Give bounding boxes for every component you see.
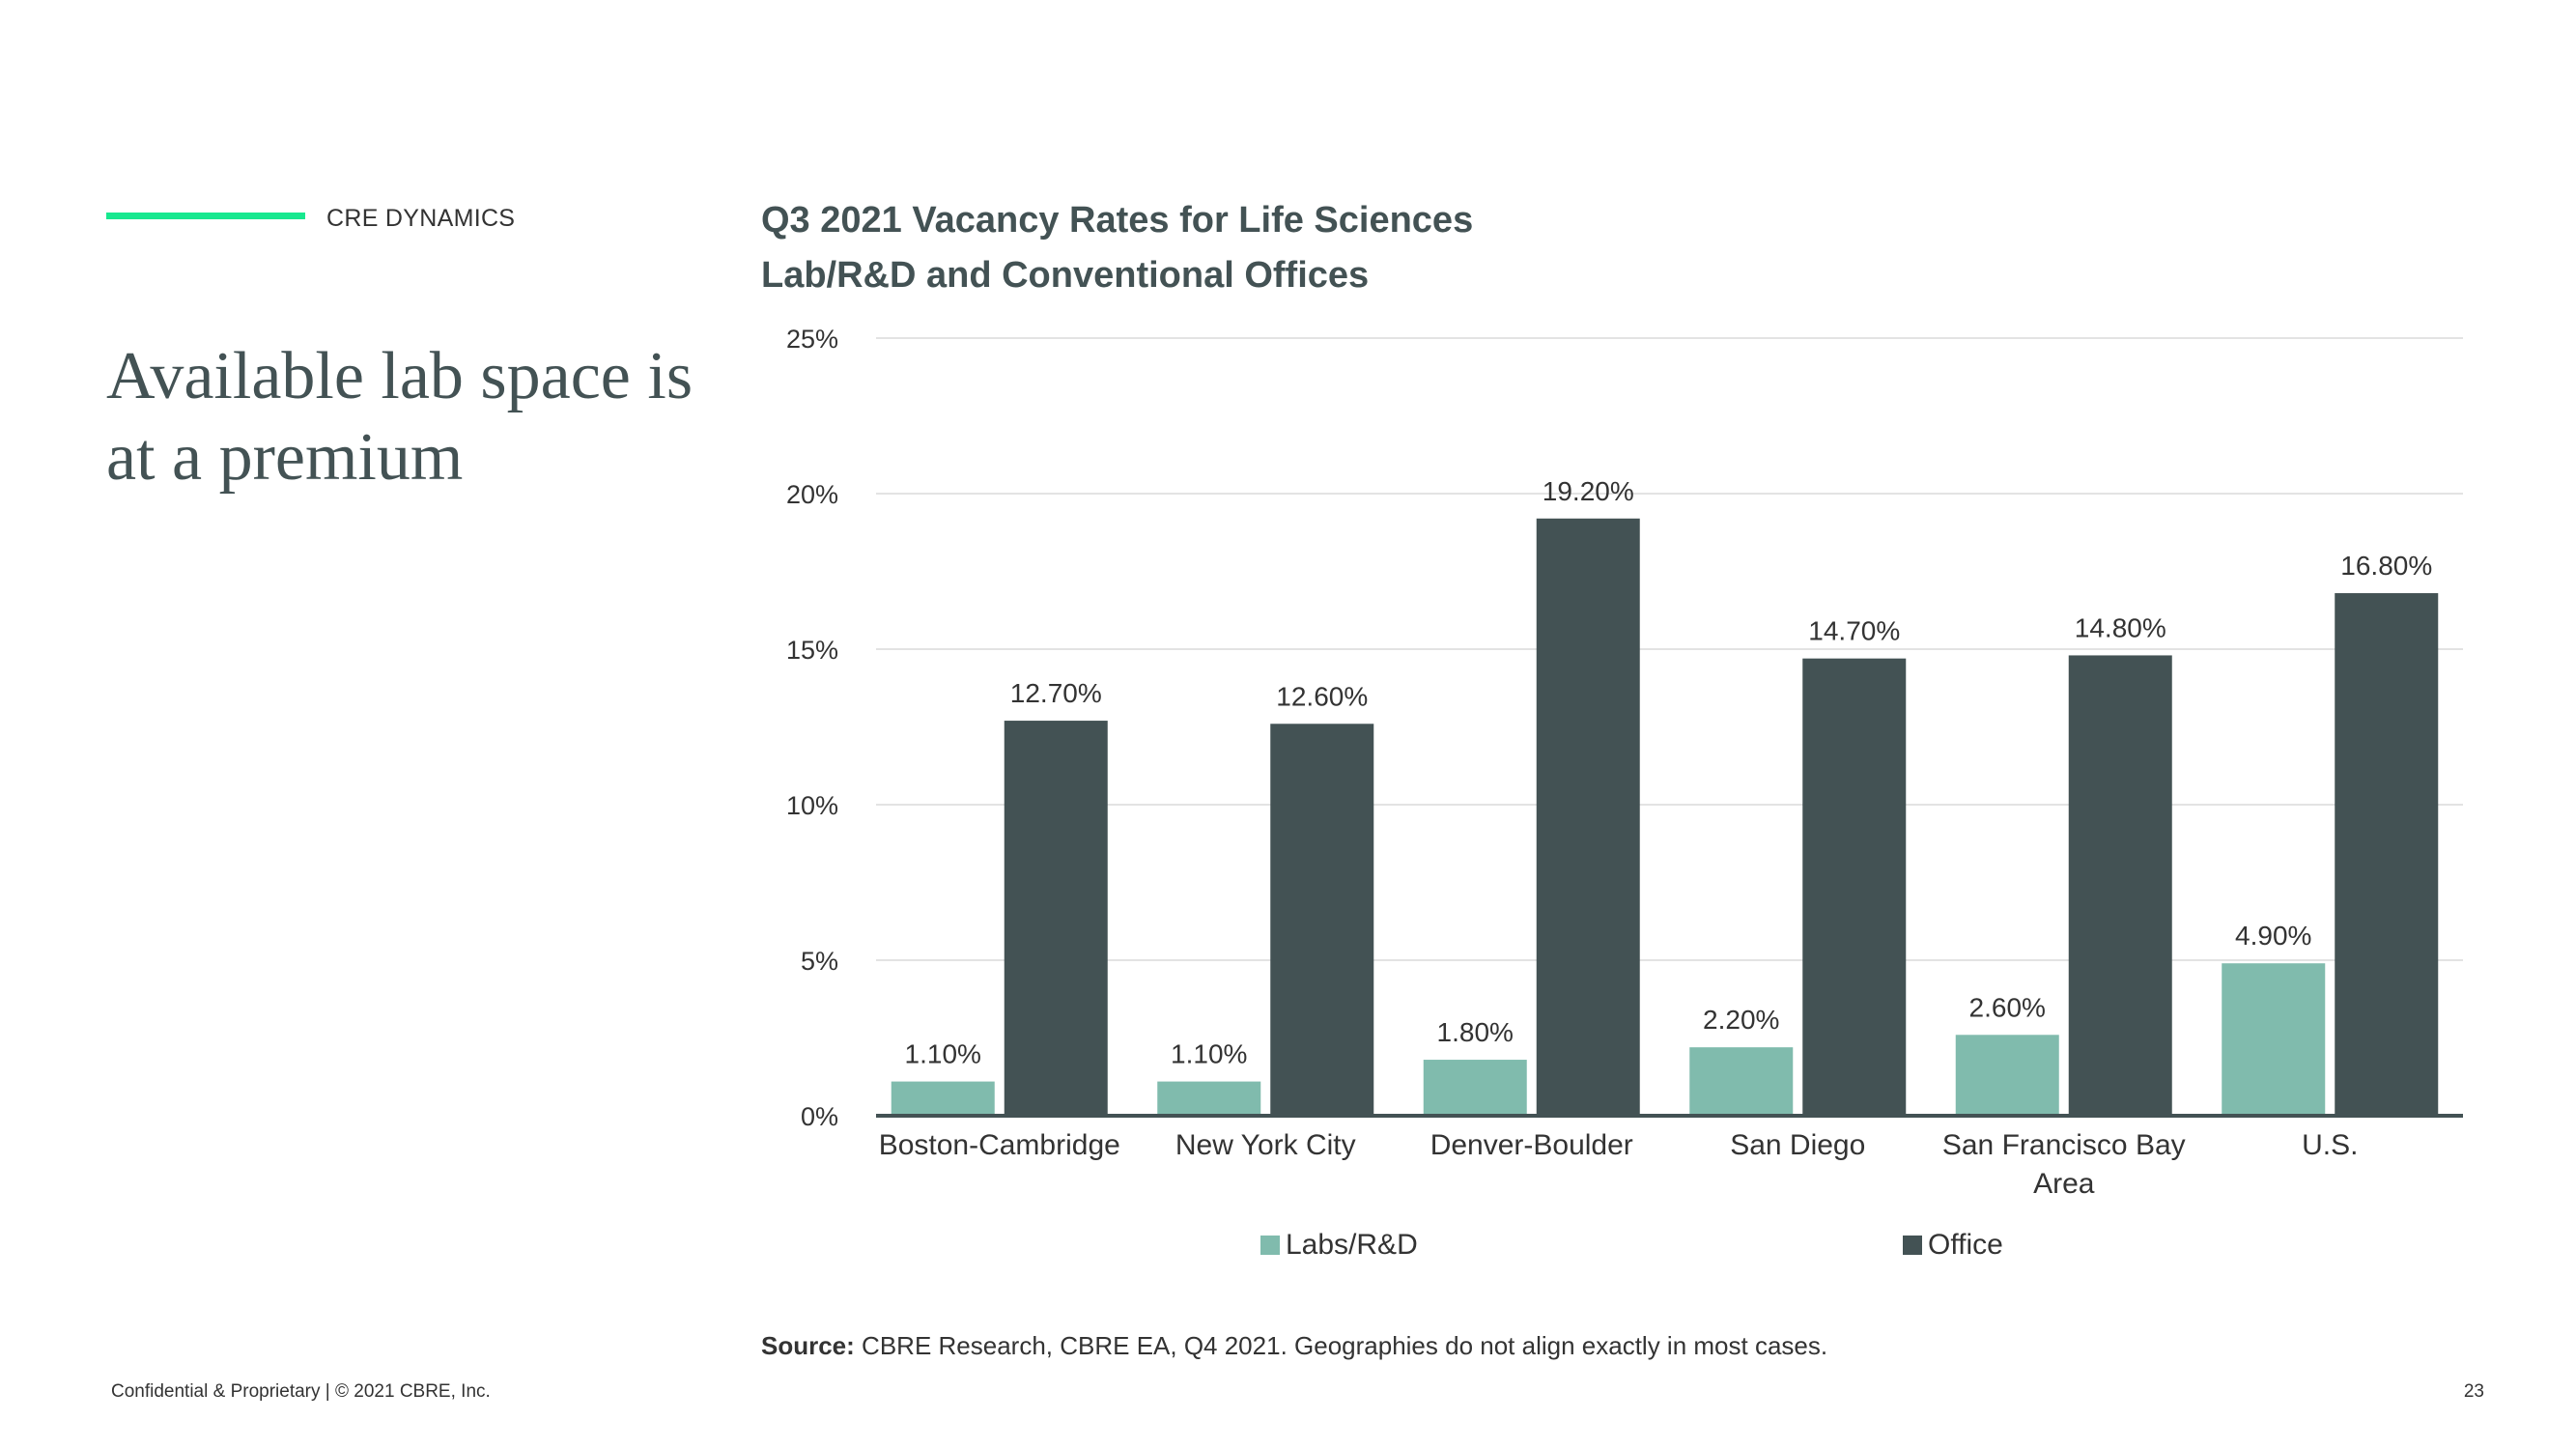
bar-labs-5 bbox=[2222, 963, 2326, 1116]
chart-title-block: Q3 2021 Vacancy Rates for Life Sciences … bbox=[761, 193, 1920, 303]
data-label-office-1: 12.60% bbox=[1276, 681, 1368, 711]
data-label-labs-1: 1.10% bbox=[1171, 1039, 1247, 1069]
legend-label-office: Office bbox=[1928, 1229, 2003, 1261]
bar-labs-4 bbox=[1955, 1035, 2059, 1116]
bar-office-3 bbox=[1802, 658, 1907, 1116]
legend-swatch-office bbox=[1903, 1236, 1922, 1255]
legend-item-labs: Labs/R&D bbox=[1260, 1229, 1418, 1262]
x-category-label: Boston-Cambridge bbox=[879, 1129, 1120, 1161]
data-label-labs-2: 1.80% bbox=[1437, 1017, 1514, 1047]
x-category-label: New York City bbox=[1175, 1129, 1356, 1161]
y-tick-label: 0% bbox=[801, 1102, 838, 1131]
x-category-label: Area bbox=[2033, 1168, 2095, 1200]
footer-copyright: Confidential & Proprietary | © 2021 CBRE… bbox=[111, 1381, 491, 1402]
bar-labs-0 bbox=[891, 1081, 995, 1116]
x-category-label: San Diego bbox=[1730, 1129, 1865, 1161]
data-label-labs-5: 4.90% bbox=[2235, 921, 2311, 951]
bar-labs-1 bbox=[1157, 1081, 1261, 1116]
data-label-office-0: 12.70% bbox=[1010, 678, 1102, 708]
y-tick-label: 15% bbox=[786, 636, 838, 665]
legend-label-labs: Labs/R&D bbox=[1286, 1229, 1418, 1261]
accent-line bbox=[106, 213, 305, 219]
source-label: Source: bbox=[761, 1331, 855, 1360]
data-label-labs-3: 2.20% bbox=[1703, 1005, 1779, 1035]
y-tick-label: 20% bbox=[786, 480, 838, 509]
data-label-office-4: 14.80% bbox=[2075, 612, 2166, 642]
bar-office-1 bbox=[1270, 724, 1374, 1116]
bar-labs-3 bbox=[1689, 1047, 1794, 1116]
y-tick-label: 10% bbox=[786, 791, 838, 820]
data-label-labs-0: 1.10% bbox=[905, 1039, 981, 1069]
data-label-labs-4: 2.60% bbox=[1969, 992, 2046, 1022]
y-tick-label: 5% bbox=[801, 947, 838, 976]
data-label-office-2: 19.20% bbox=[1543, 476, 1634, 506]
vacancy-bar-chart: 0% 5% 10% 15% 20% 25% 1.10% 12.70% Boston-Cambri… bbox=[786, 325, 2463, 1200]
source-note: Source: CBRE Research, CBRE EA, Q4 2021.… bbox=[761, 1331, 1827, 1361]
section-label: CRE DYNAMICS bbox=[326, 205, 516, 232]
bar-labs-2 bbox=[1423, 1060, 1527, 1116]
bar-office-2 bbox=[1536, 518, 1640, 1116]
chart-subtitle: Lab/R&D and Conventional Offices bbox=[761, 255, 1370, 296]
legend-swatch-labs bbox=[1260, 1236, 1280, 1255]
x-category-label: San Francisco Bay bbox=[1942, 1129, 2186, 1161]
bar-office-0 bbox=[1004, 721, 1108, 1116]
data-label-office-5: 16.80% bbox=[2340, 551, 2432, 581]
y-tick-label: 25% bbox=[786, 325, 838, 354]
x-category-label: U.S. bbox=[2302, 1129, 2358, 1161]
x-category-label: Denver-Boulder bbox=[1430, 1129, 1633, 1161]
chart-title: Q3 2021 Vacancy Rates for Life Sciences bbox=[761, 200, 1474, 241]
data-label-office-3: 14.70% bbox=[1808, 616, 1900, 646]
source-text: CBRE Research, CBRE EA, Q4 2021. Geograp… bbox=[862, 1331, 1828, 1360]
page-number: 23 bbox=[2463, 1381, 2484, 1402]
page-title: Available lab space is at a premium bbox=[106, 339, 694, 495]
legend-item-office: Office bbox=[1903, 1229, 2003, 1262]
bar-office-4 bbox=[2068, 655, 2172, 1116]
bar-office-5 bbox=[2335, 593, 2439, 1116]
